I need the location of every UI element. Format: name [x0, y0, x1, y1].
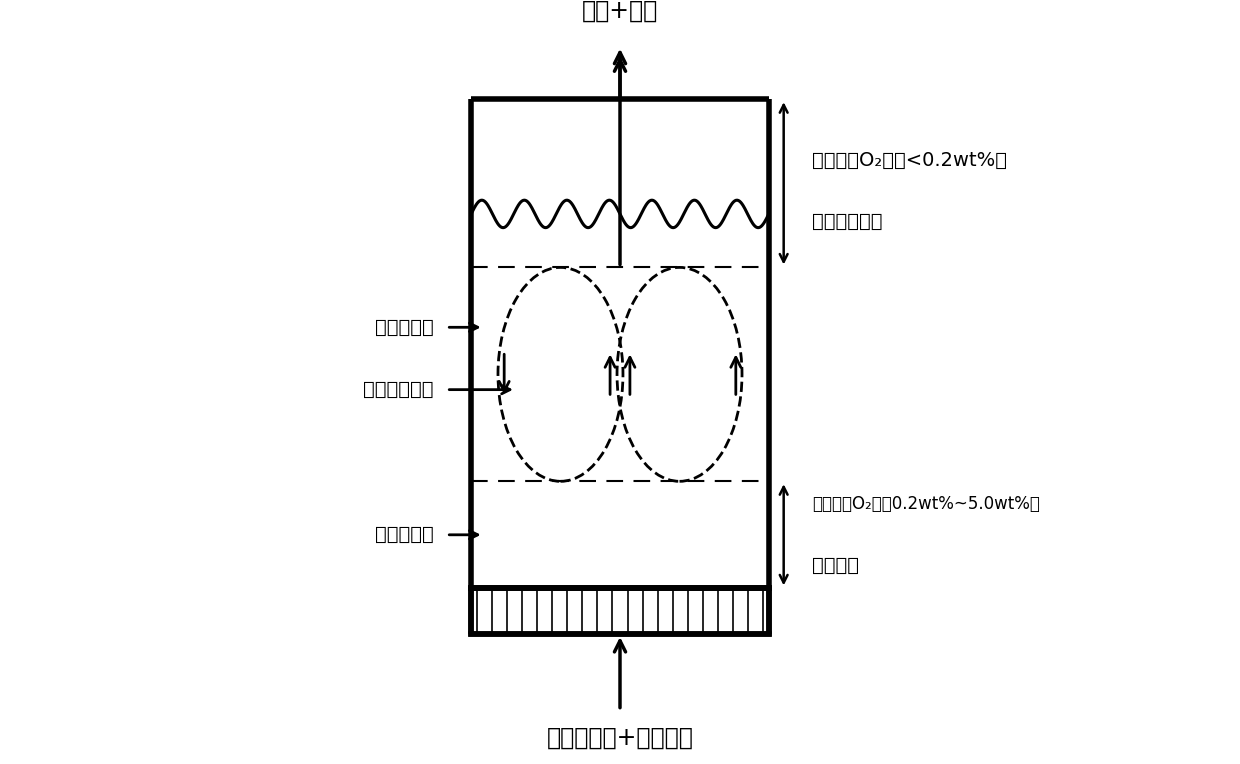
Text: 贫氧区（O₂含量<0.2wt%）: 贫氧区（O₂含量<0.2wt%） — [812, 151, 1007, 170]
Text: 催化剂积碗: 催化剂积碗 — [376, 318, 434, 337]
Text: 含氧区（O₂含量0.2wt%~5.0wt%）: 含氧区（O₂含量0.2wt%~5.0wt%） — [812, 495, 1040, 513]
Text: 积碗烧除: 积碗烧除 — [812, 556, 859, 575]
Text: 翧醒缩合反应: 翧醒缩合反应 — [812, 212, 883, 231]
Text: 含氧流化气+反应原料: 含氧流化气+反应原料 — [547, 726, 693, 749]
Text: 产品+尾气: 产品+尾气 — [582, 0, 658, 23]
Text: 催化剂内循环: 催化剂内循环 — [363, 380, 434, 399]
Text: 催化剂再生: 催化剂再生 — [376, 526, 434, 544]
Bar — [471, 588, 769, 634]
